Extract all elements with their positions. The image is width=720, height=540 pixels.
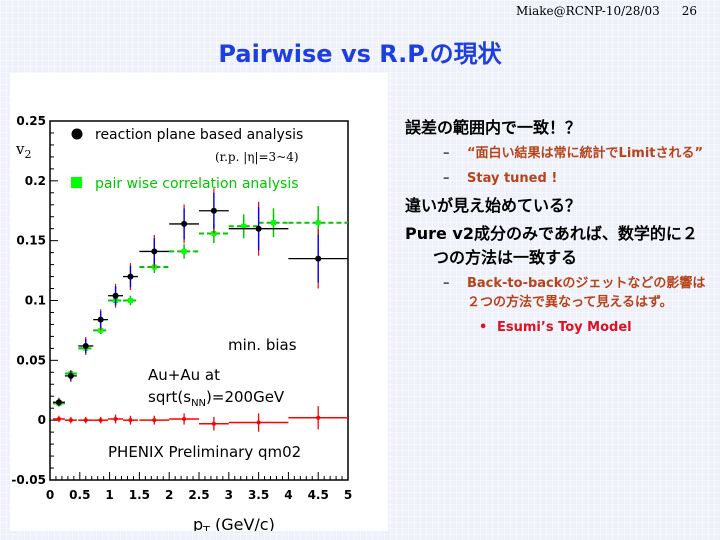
plot-frame xyxy=(49,120,349,481)
pw-point xyxy=(127,298,133,303)
y-tick-label: -0.05 xyxy=(11,473,46,487)
bullet-list: 誤差の範囲内で一致！？ – “面白い結果は常に統計でLimitされる” – Stay… xyxy=(405,116,710,337)
rp-point xyxy=(67,372,74,379)
credit-text: Miake@RCNP-10/28/03 xyxy=(516,4,660,18)
pw-point xyxy=(271,220,276,226)
diff-point xyxy=(211,421,216,426)
diff-point xyxy=(98,418,103,423)
sub-bullet-statistics: – “面白い結果は常に統計でLimitされる” xyxy=(443,146,704,161)
sub-bullet-back-to-back: – Back-to-backのジェットなどの影響は２つの方法で異なって見えるはず。 xyxy=(443,276,706,310)
x-tick-label: 3.5 xyxy=(248,488,269,502)
y-axis-label: v2 xyxy=(15,140,31,161)
diff-point xyxy=(83,418,88,423)
slide-header: Miake@RCNP-10/28/03 26 xyxy=(516,4,697,18)
x-tick-label: 1 xyxy=(105,488,113,502)
rp-point xyxy=(210,207,217,214)
slide-title: Pairwise vs R.P.の現状 xyxy=(218,40,502,68)
rp-point xyxy=(315,255,322,262)
bullet-dot: • xyxy=(479,320,488,335)
diff-point xyxy=(128,418,133,423)
legend-pw-marker xyxy=(71,177,82,188)
centrality-label: min. bias xyxy=(228,336,297,354)
x-axis-label: pT (GeV/c) xyxy=(193,515,275,531)
axes: 0 0.5 1 1.5 2 2.5 3 3.5 4 4.5 5-0.0500.050.10.150.… xyxy=(11,114,352,502)
pw-point xyxy=(211,230,217,236)
bullet-pure-v2: Pure v2成分のみであれば、数学的に２つの方法は一致する xyxy=(405,224,698,267)
y-tick-label: 0 xyxy=(38,413,46,427)
sub-sub-bullet-toy-model: • Esumi’s Toy Model xyxy=(479,320,632,335)
pw-point xyxy=(181,248,187,254)
diff-point xyxy=(68,418,73,423)
legend-pw-label: pair wise correlation analysis xyxy=(95,176,299,192)
v2-plot-panel: 0 0.5 1 1.5 2 2.5 3 3.5 4 4.5 5 -0.05 0 0.05 0.1 0.15 0.… xyxy=(10,73,388,531)
legend-rp-label: reaction plane based analysis xyxy=(95,127,303,143)
y-tick-label: 0.2 xyxy=(25,174,46,188)
x-tick-label: 2.5 xyxy=(188,488,209,502)
bullet-difference: 違いが見え始めている？ xyxy=(405,196,582,215)
pw-point xyxy=(98,327,104,333)
diff-point xyxy=(56,416,61,421)
x-tick-label: 3 xyxy=(225,488,233,502)
y-tick-label: 0.05 xyxy=(16,353,46,367)
dash-marker: – xyxy=(443,276,450,291)
legend-rp-marker xyxy=(71,128,83,140)
x-tick-label: 0 xyxy=(46,488,54,502)
y-tick-label: 0.25 xyxy=(16,114,46,128)
diff-point xyxy=(113,416,118,421)
system-label: Au+Au at xyxy=(148,366,220,384)
page-number: 26 xyxy=(681,4,698,18)
rp-point xyxy=(255,225,262,232)
rp-point xyxy=(55,399,62,406)
dash-marker: – xyxy=(443,146,450,161)
v2-plot: 0 0.5 1 1.5 2 2.5 3 3.5 4 4.5 5-0.0500.050.10.150.… xyxy=(11,114,352,531)
data-marks xyxy=(52,188,348,432)
energy-label: sqrt(sNN)=200GeV xyxy=(148,388,285,409)
diff-point xyxy=(152,418,157,423)
pw-point xyxy=(241,223,247,229)
rp-point xyxy=(181,220,188,227)
diff-point xyxy=(256,420,261,425)
y-tick-label: 0.1 xyxy=(25,294,46,308)
diff-point xyxy=(182,416,187,421)
x-tick-label: 5 xyxy=(344,488,352,502)
x-tick-label: 2 xyxy=(165,488,173,502)
rp-point xyxy=(82,342,89,349)
x-tick-label: 1.5 xyxy=(129,488,150,502)
y-tick-label: 0.15 xyxy=(16,234,46,248)
rp-point xyxy=(112,292,119,299)
x-tick-label: 4.5 xyxy=(308,488,329,502)
x-tick-label: 4 xyxy=(284,488,292,502)
experiment-label: PHENIX Preliminary qm02 xyxy=(108,443,301,461)
diff-point xyxy=(316,415,321,420)
rp-point xyxy=(97,316,104,323)
rp-point xyxy=(127,273,134,280)
x-tick-label: 0.5 xyxy=(69,488,90,502)
rp-point xyxy=(151,248,158,255)
pw-point xyxy=(315,220,321,226)
legend-rp-sublabel: (r.p. |η|=3~4) xyxy=(215,150,299,164)
sub-bullet-stay-tuned: – Stay tuned ! xyxy=(443,171,558,186)
dash-marker: – xyxy=(443,171,450,186)
bullet-agreement: 誤差の範囲内で一致！？ xyxy=(405,118,582,137)
